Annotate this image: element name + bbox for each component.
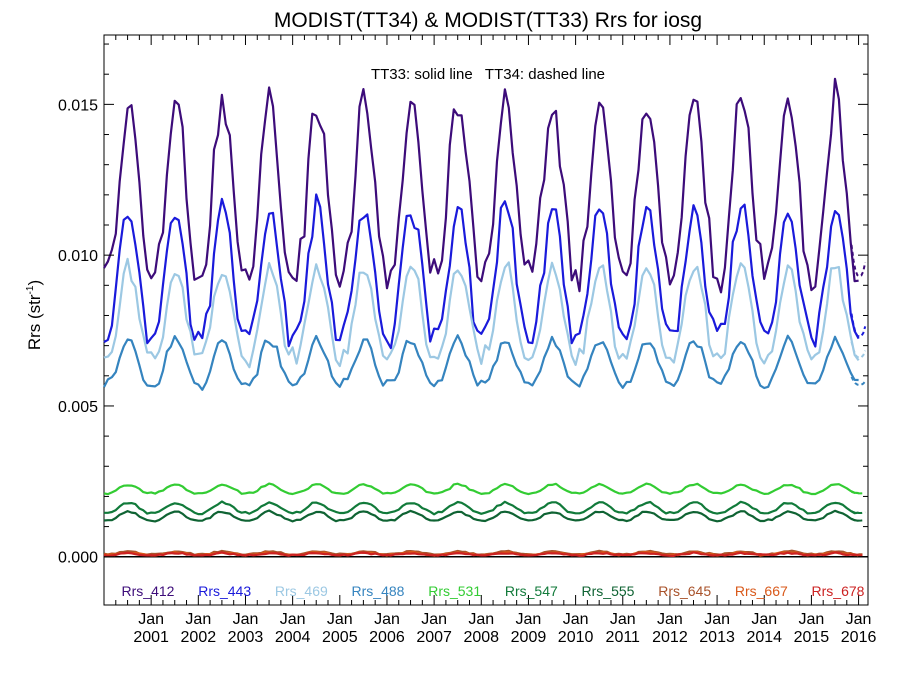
- y-tick-label: 0.000: [58, 550, 98, 567]
- x-tick-year: 2011: [606, 629, 641, 646]
- legend-item-rrs-469: Rrs_469: [275, 583, 328, 599]
- series-dashed-rrs-547: [852, 511, 866, 513]
- x-tick-month: Jan: [610, 611, 636, 628]
- y-tick-label: 0.005: [58, 399, 98, 416]
- x-tick-month: Jan: [468, 611, 494, 628]
- y-tick-label: 0.010: [58, 248, 98, 265]
- x-tick-year: 2002: [181, 629, 217, 646]
- chart-title: MODIST(TT34) & MODIST(TT33) Rrs for iosg: [274, 9, 702, 32]
- x-tick-year: 2003: [228, 629, 264, 646]
- y-tick-label: 0.015: [58, 97, 98, 114]
- series-layer: [104, 79, 865, 556]
- x-tick-year: 2013: [699, 629, 735, 646]
- x-tick-month: Jan: [233, 611, 259, 628]
- x-tick-month: Jan: [846, 611, 872, 628]
- series-line-rrs-555: [104, 511, 859, 522]
- x-tick-year: 2007: [416, 629, 452, 646]
- x-tick-year: 2012: [652, 629, 688, 646]
- x-tick-year: 2009: [511, 629, 547, 646]
- series-line-rrs-412: [104, 79, 859, 292]
- x-tick-month: Jan: [374, 611, 400, 628]
- legend: Rrs_412 Rrs_443 Rrs_469 Rrs_488 Rrs_531 Rrs_5…: [122, 583, 865, 599]
- chart-annotation: TT33: solid line TT34: dashed line: [371, 66, 605, 83]
- x-tick-year: 2015: [794, 629, 830, 646]
- x-tick-year: 2006: [369, 629, 405, 646]
- y-axis-label-main: Rrs (str: [25, 294, 44, 350]
- x-tick-month: Jan: [704, 611, 730, 628]
- x-tick-month: Jan: [657, 611, 683, 628]
- legend-item-rrs-645: Rrs_645: [658, 583, 711, 599]
- svg-text:Rrs (str-1): Rrs (str-1): [25, 280, 44, 350]
- y-axis-label: Rrs (str-1): [25, 280, 44, 350]
- x-tick-month: Jan: [799, 611, 825, 628]
- x-tick-year: 2005: [322, 629, 358, 646]
- x-tick-year: 2016: [841, 629, 877, 646]
- x-tick-year: 2010: [558, 629, 594, 646]
- x-tick-month: Jan: [421, 611, 447, 628]
- x-tick-year: 2014: [746, 629, 782, 646]
- legend-item-rrs-443: Rrs_443: [198, 583, 251, 599]
- x-tick-month: Jan: [516, 611, 542, 628]
- legend-item-rrs-547: Rrs_547: [505, 583, 558, 599]
- legend-item-rrs-412: Rrs_412: [122, 583, 175, 599]
- legend-item-rrs-488: Rrs_488: [352, 583, 405, 599]
- legend-item-rrs-678: Rrs_678: [812, 583, 865, 599]
- x-tick-month: Jan: [563, 611, 589, 628]
- y-axis-label-close: ): [25, 280, 44, 286]
- x-tick-month: Jan: [280, 611, 306, 628]
- legend-item-rrs-531: Rrs_531: [428, 583, 481, 599]
- series-line-rrs-531: [104, 484, 859, 495]
- x-tick-month: Jan: [185, 611, 211, 628]
- x-tick-year: 2004: [275, 629, 311, 646]
- x-tick-year: 2001: [133, 629, 169, 646]
- x-tick-year: 2008: [463, 629, 499, 646]
- series-dashed-rrs-469: [852, 342, 866, 358]
- series-line-rrs-469: [104, 259, 859, 367]
- x-tick-month: Jan: [751, 611, 777, 628]
- x-tick-month: Jan: [138, 611, 164, 628]
- x-tick-month: Jan: [327, 611, 353, 628]
- legend-item-rrs-555: Rrs_555: [582, 583, 635, 599]
- legend-item-rrs-667: Rrs_667: [735, 583, 788, 599]
- series-dashed-rrs-555: [852, 519, 866, 521]
